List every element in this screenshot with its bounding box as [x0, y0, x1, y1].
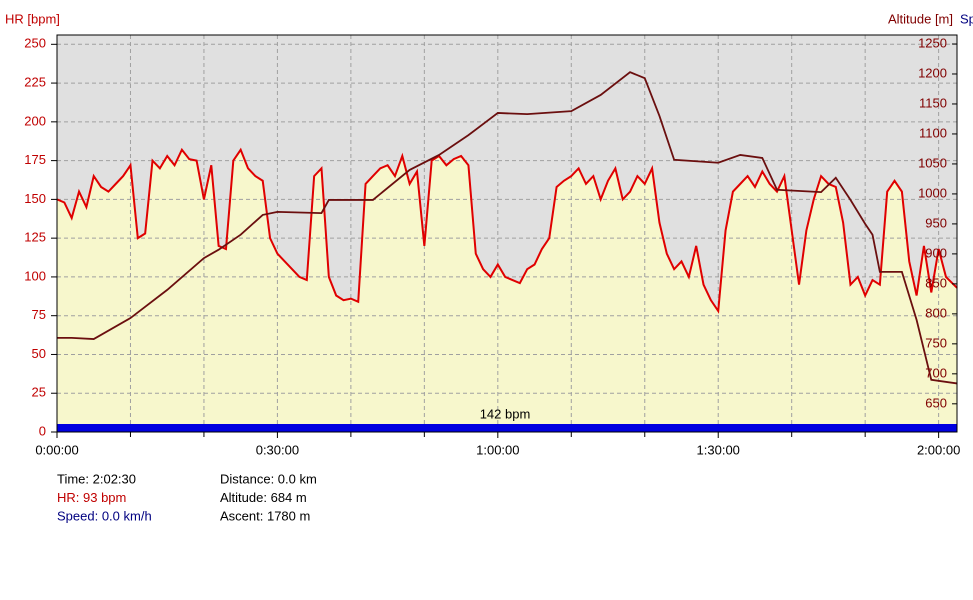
x-tick-label: 1:30:00	[697, 442, 740, 457]
y-tick-label: 125	[24, 230, 46, 245]
y2-tick-label: 1150	[919, 95, 947, 110]
y-tick-label: 250	[24, 36, 46, 51]
info-text: HR: 93 bpm	[57, 490, 126, 505]
y2-tick-label: 700	[925, 365, 947, 380]
info-text: Distance: 0.0 km	[220, 471, 317, 486]
y2-tick-label: 950	[925, 215, 947, 230]
altitude-line	[57, 71, 958, 385]
info-text: Time: 2:02:30	[57, 471, 136, 486]
y-axis-title: HR [bpm]	[5, 11, 60, 26]
plot-frame	[56, 34, 958, 433]
y2-tick-label: 1000	[918, 185, 947, 200]
y-tick-label: 100	[24, 268, 46, 283]
info-text: Speed: 0.0 km/h	[57, 508, 152, 523]
y2-tick-label: 800	[925, 305, 947, 320]
y2-tick-label: 1250	[918, 35, 947, 50]
y-tick-label: 25	[32, 385, 46, 400]
y2-tick-label: 900	[925, 245, 947, 260]
y2-tick-label: 650	[925, 395, 947, 410]
info-text: Ascent: 1780 m	[220, 508, 310, 523]
y2-tick-label: 1100	[919, 125, 947, 140]
x-tick-label: 2:00:00	[917, 442, 960, 457]
y-tick-label: 200	[24, 113, 46, 128]
info-text: Altitude: 684 m	[220, 490, 307, 505]
x-tick-label: 0:30:00	[256, 442, 299, 457]
x-tick-label: 0:00:00	[35, 442, 78, 457]
y-tick-label: 0	[39, 423, 46, 438]
y2-tick-label: 850	[925, 275, 947, 290]
average-label: 142 bpm	[480, 406, 531, 421]
y2-axis-title: Altitude [m]	[888, 11, 953, 26]
y2-tick-label: 1050	[918, 155, 947, 170]
y-tick-label: 225	[24, 75, 46, 90]
hr-line	[56, 147, 958, 314]
y-tick-label: 50	[32, 346, 46, 361]
y-tick-label: 75	[32, 307, 46, 322]
x-tick-label: 1:00:00	[476, 442, 519, 457]
y-tick-label: 175	[24, 152, 46, 167]
y2-tick-label: 750	[925, 335, 947, 350]
average-bar	[57, 424, 957, 432]
y2-tick-label: 1200	[918, 65, 947, 80]
y3-axis-title: Sp	[960, 11, 973, 26]
hr-area	[57, 149, 957, 432]
y-tick-label: 150	[24, 191, 46, 206]
